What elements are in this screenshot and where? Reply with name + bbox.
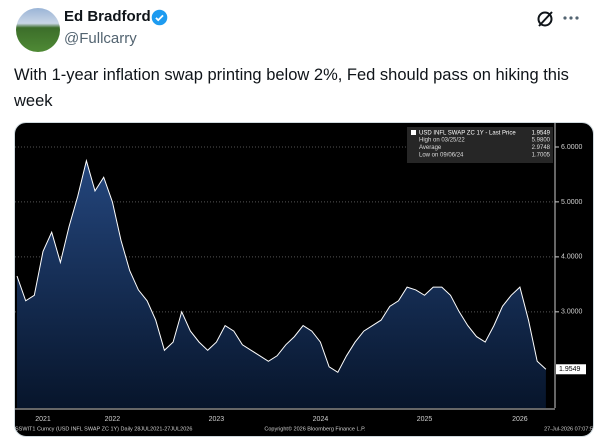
area <box>17 160 546 408</box>
footer-right: 27-Jul-2026 07:07:5 <box>544 426 593 432</box>
avatar[interactable] <box>16 8 60 52</box>
author-handle[interactable]: @Fullcarry <box>64 30 137 47</box>
y-tick-label: 3.0000 <box>561 309 583 316</box>
legend-row-value: 2.9748 <box>532 145 551 151</box>
x-tick-label: 2024 <box>313 416 329 423</box>
footer-center: Copyright© 2026 Bloomberg Finance L.P. <box>264 425 366 432</box>
legend-row-value: 1.7005 <box>532 153 551 159</box>
footer-left: SSWIT1 Curncy (USD INFL SWAP ZC 1Y) Dail… <box>15 426 192 432</box>
y-tick-label: 5.0000 <box>561 199 583 206</box>
x-tick-label: 2025 <box>417 416 433 423</box>
x-tick-label: 2023 <box>209 416 225 423</box>
y-tick-label: 6.0000 <box>561 144 583 151</box>
x-tick-label: 2022 <box>105 416 121 423</box>
author-name[interactable]: Ed Bradford <box>64 8 151 25</box>
last-price-label: 1.9549 <box>559 366 581 373</box>
legend-row-label: High on 03/25/22 <box>419 138 465 144</box>
legend-box <box>407 127 553 163</box>
legend-row-label: Low on 09/06/24 <box>419 153 464 159</box>
line <box>16 158 547 374</box>
legend-swatch <box>411 130 416 135</box>
x-tick-label: 2026 <box>512 416 528 423</box>
chart-image[interactable]: 3.0000 4.0000 5.0000 6.0000 2021 2022 2023 2024… <box>14 122 594 437</box>
grok-icon[interactable] <box>535 9 555 29</box>
legend-row-value: 5.9800 <box>532 138 551 144</box>
last-price-box <box>556 364 586 375</box>
x-tick-label: 2021 <box>35 416 51 423</box>
tweet-text: With 1-year inflation swap printing belo… <box>14 66 569 110</box>
chart: 3.0000 4.0000 5.0000 6.0000 2021 2022 2023 2024… <box>15 123 593 432</box>
more-menu[interactable] <box>562 12 580 24</box>
legend-title: USD INFL SWAP ZC 1Y - Last Price <box>419 131 516 137</box>
y-tick-label: 4.0000 <box>561 254 583 261</box>
legend-last: 1.9549 <box>532 131 551 137</box>
verified-badge <box>151 9 168 26</box>
legend-row-label: Average <box>419 145 442 151</box>
